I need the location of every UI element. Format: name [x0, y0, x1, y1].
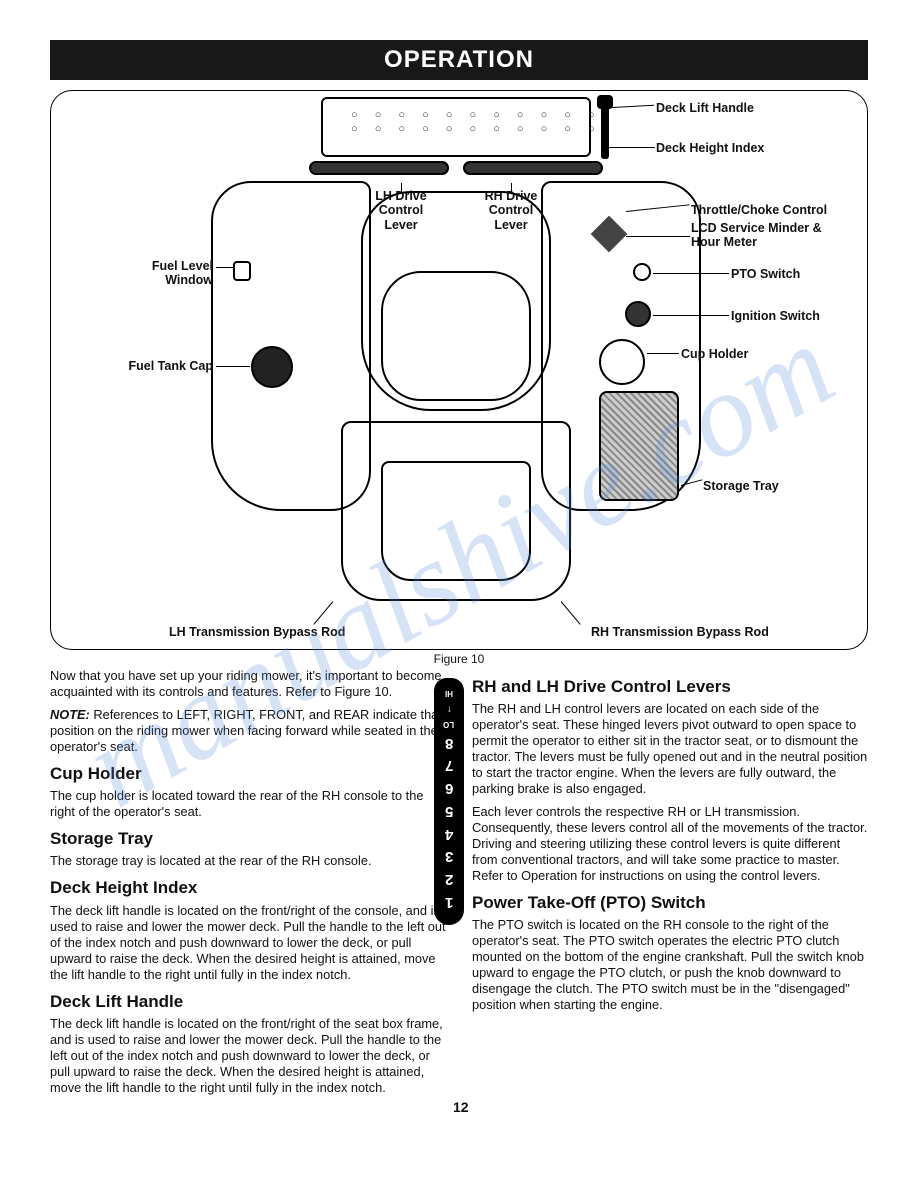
- panel-ign: [625, 301, 651, 327]
- intro-paragraph: Now that you have set up your riding mow…: [50, 668, 446, 700]
- p-pto: The PTO switch is located on the RH cons…: [472, 917, 868, 1013]
- note-lead: NOTE:: [50, 707, 90, 722]
- column-right: RH and LH Drive Control Levers The RH an…: [472, 668, 868, 1103]
- fuel-cap-shape: [251, 346, 293, 388]
- label-deck-height-index: Deck Height Index: [656, 141, 764, 155]
- label-ignition-switch: Ignition Switch: [731, 309, 820, 323]
- seat-dots: ○ ○ ○ ○ ○ ○ ○ ○ ○ ○ ○: [351, 109, 602, 121]
- page-number: 12: [453, 1099, 469, 1115]
- panel-tray: [599, 391, 679, 501]
- strip-6: 6: [445, 778, 453, 797]
- strip-arrow: ↑: [447, 702, 452, 715]
- strip-8: 8: [445, 733, 453, 752]
- label-rh-bypass: RH Transmission Bypass Rod: [591, 625, 769, 639]
- p-rh-lh-2: Each lever controls the respective RH or…: [472, 804, 868, 884]
- strip-lo: LO: [443, 719, 454, 729]
- strip-5: 5: [445, 801, 453, 820]
- p-cup-holder: The cup holder is located toward the rea…: [50, 788, 446, 820]
- panel-pto: [633, 263, 651, 281]
- heading-cup-holder: Cup Holder: [50, 763, 446, 784]
- p-deck-lift-handle: The deck lift handle is located on the f…: [50, 1016, 446, 1096]
- heading-deck-lift-handle: Deck Lift Handle: [50, 991, 446, 1012]
- strip-4: 4: [445, 824, 453, 843]
- mower-armrest-l: [309, 161, 449, 175]
- mower-armrest-r: [463, 161, 603, 175]
- strip-2: 2: [445, 869, 453, 888]
- label-lh-drive: LH Drive Control Lever: [361, 189, 441, 232]
- panel-cup: [599, 339, 645, 385]
- strip-hi: HI: [445, 688, 453, 698]
- deck-height-strip: HI ↑ LO 8 7 6 5 4 3 2 1: [434, 678, 464, 925]
- strip-7: 7: [445, 755, 453, 774]
- p-storage-tray: The storage tray is located at the rear …: [50, 853, 446, 869]
- label-lh-bypass: LH Transmission Bypass Rod: [169, 625, 345, 639]
- mower-seat-inner: [381, 271, 531, 401]
- heading-pto: Power Take-Off (PTO) Switch: [472, 892, 868, 913]
- column-left: Now that you have set up your riding mow…: [50, 668, 446, 1103]
- strip-3: 3: [445, 846, 453, 865]
- heading-deck-height-index: Deck Height Index: [50, 877, 446, 898]
- p-rh-lh-1: The RH and LH control levers are located…: [472, 701, 868, 797]
- heading-storage-tray: Storage Tray: [50, 828, 446, 849]
- label-cup-holder: Cup Holder: [681, 347, 748, 361]
- label-fuel-tank-cap: Fuel Tank Cap: [123, 359, 213, 373]
- heading-rh-lh-levers: RH and LH Drive Control Levers: [472, 676, 868, 697]
- note-paragraph: NOTE: References to LEFT, RIGHT, FRONT, …: [50, 707, 446, 755]
- figure-caption: Figure 10: [50, 652, 868, 666]
- strip-1: 1: [445, 892, 453, 911]
- label-rh-drive: RH Drive Control Lever: [471, 189, 551, 232]
- mower-lower-inner: [381, 461, 531, 581]
- label-lcd-service: LCD Service Minder & Hour Meter: [691, 221, 822, 250]
- lift-knob-shape: [597, 95, 613, 109]
- figure-10-frame: ○ ○ ○ ○ ○ ○ ○ ○ ○ ○ ○ ○ ○ ○ ○ ○ ○ ○ ○ ○ …: [50, 90, 868, 650]
- fuel-window-shape: [233, 261, 251, 281]
- label-storage-tray: Storage Tray: [703, 479, 779, 493]
- seat-dots-2: ○ ○ ○ ○ ○ ○ ○ ○ ○ ○ ○: [351, 123, 602, 135]
- label-throttle-choke: Throttle/Choke Control: [691, 203, 827, 217]
- body-columns: Now that you have set up your riding mow…: [50, 668, 868, 1103]
- p-deck-height-index: The deck lift handle is located on the f…: [50, 903, 446, 983]
- section-banner: OPERATION: [50, 40, 868, 80]
- label-fuel-level-window: Fuel Level Window: [103, 259, 213, 288]
- label-deck-lift-handle: Deck Lift Handle: [656, 101, 754, 115]
- label-pto-switch: PTO Switch: [731, 267, 800, 281]
- note-text: References to LEFT, RIGHT, FRONT, and RE…: [50, 707, 442, 754]
